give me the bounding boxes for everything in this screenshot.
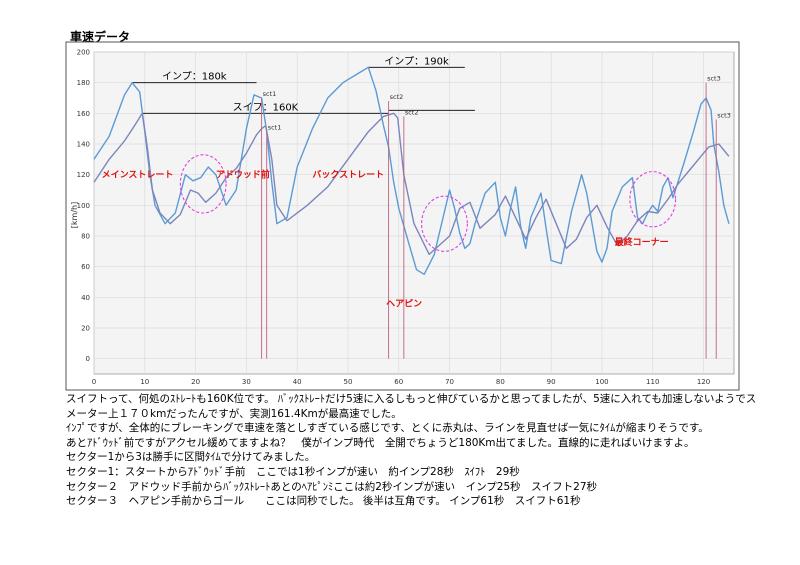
corner-annotation: 最終コーナー [615,236,669,248]
series-line-2 [93,112,730,256]
y-tick-label: 200 [77,49,90,57]
note-line: あとｱﾄﾞｳｯﾄﾞ前ですがアクセル緩めてますよね？ 僕がインプ時代 全開でちょう… [66,436,695,449]
y-tick-label: 140 [77,141,90,149]
x-tick-label: 60 [394,378,403,386]
notes: スイフトって、何処のｽﾄﾚｰﾄも160K位です。 ﾊﾞｯｸｽﾄﾚｰﾄだけ5速に入… [66,392,766,509]
corner-annotation: メインストレート [102,170,174,181]
note-line: スイフトって、何処のｽﾄﾚｰﾄも160K位です。 ﾊﾞｯｸｽﾄﾚｰﾄだけ5速に入… [66,393,757,405]
note-line: セクター３ ヘアピン手前からゴール ここは同秒でした。 後半は互角です。 インプ… [66,495,581,508]
highlight-circle [421,195,468,252]
y-tick-label: 180 [77,79,90,87]
y-tick-label: 40 [81,294,90,302]
highlight-circle [179,154,227,214]
y-axis-label: [km/h] [70,202,79,228]
sector-marker-label: sct2 [405,108,419,116]
note-line: セクター1から3は勝手に区間ﾀｲﾑで分けてみました。 [66,451,316,464]
highlight-circle [629,171,677,228]
y-tick-label: 160 [77,110,90,118]
y-tick-label: 20 [81,325,90,333]
sector-marker-label: sct1 [263,90,277,98]
x-tick-label: 70 [445,378,454,386]
y-tick-label: 0 [86,355,90,363]
series-line-1 [93,66,730,275]
x-tick-label: 20 [191,378,200,386]
note-line: メーター上１７０kmだったんですが、実測161.4Kmが最高速でした。 [66,407,402,420]
sector-marker-label: sct3 [707,75,721,83]
y-tick-label: 80 [81,233,90,241]
y-tick-label: 120 [77,171,90,179]
corner-annotation: ヘアピン [386,298,422,310]
x-tick-label: 0 [92,378,96,386]
x-tick-label: 100 [595,378,608,386]
y-tick-label: 60 [81,263,90,271]
x-tick-label: 10 [140,378,149,386]
sector-marker-label: sct3 [717,111,731,119]
reference-line-label: インプ：190k [384,55,449,67]
x-tick-label: 80 [496,378,505,386]
note-line: セクター1：スタートからｱﾄﾞｳｯﾄﾞ手前 ここでは1秒インプが速い 約インプ2… [66,465,520,478]
x-tick-label: 90 [547,378,556,386]
x-tick-label: 110 [646,378,659,386]
page-title: 車速データ [70,30,131,44]
sector-marker-label: sct1 [268,124,282,132]
note-line: ｲﾝﾌﾟですが、全体的にブレーキングで車速を落としすぎている感じです、とくに赤丸… [66,422,709,435]
y-tick-label: 100 [77,202,90,210]
plot-area [93,51,735,375]
x-tick-label: 30 [242,378,251,386]
sector-marker-label: sct2 [390,93,404,101]
x-tick-label: 120 [697,378,710,386]
x-tick-label: 50 [344,378,353,386]
reference-line-label: スイフ：160K [233,102,299,113]
corner-annotation: バックストレート [312,170,384,181]
note-line: セクター２ アドウッド手前からﾊﾞｯｸｽﾄﾚｰﾄあとのﾍｱﾋﾟﾝﾐここは約2秒イ… [66,480,597,493]
x-tick-label: 40 [293,378,302,386]
corner-annotation: アドウッド前 [216,169,270,181]
reference-line-label: インプ：180k [162,71,227,83]
